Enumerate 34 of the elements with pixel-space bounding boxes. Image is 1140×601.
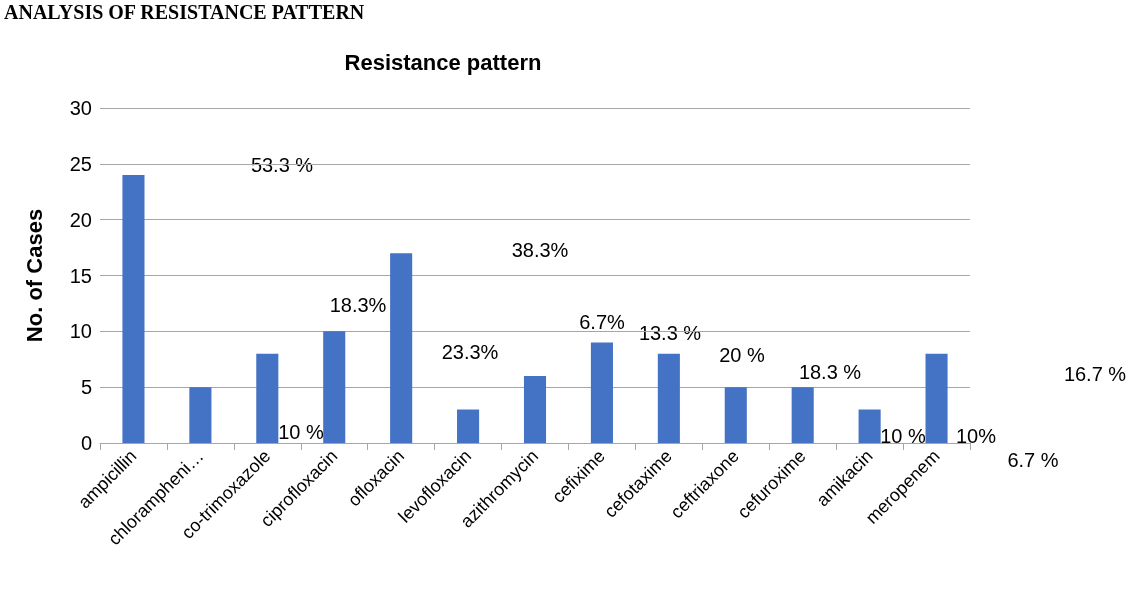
annotation: 6.7% xyxy=(579,311,626,333)
text: 16.7 % xyxy=(1063,363,1127,385)
bar xyxy=(256,353,279,443)
bar xyxy=(189,387,212,443)
y-tick-label: 25 xyxy=(69,152,92,175)
annotation: 20 % xyxy=(719,344,766,366)
bar xyxy=(724,387,747,443)
text: 6.7 % xyxy=(1007,449,1059,471)
bar xyxy=(791,387,814,443)
bar xyxy=(523,376,547,443)
bar xyxy=(925,353,948,443)
bar xyxy=(457,409,480,443)
y-tick-label: 30 xyxy=(69,97,92,119)
bar xyxy=(323,331,346,443)
bar xyxy=(590,342,613,443)
annotation: 10 % xyxy=(880,425,927,447)
bar xyxy=(858,409,881,443)
y-tick-label: 10 xyxy=(69,320,92,343)
bar xyxy=(390,253,413,443)
y-axis-title: No. of Cases xyxy=(21,208,47,343)
annotation: 23.3% xyxy=(441,341,499,363)
y-tick-label: 15 xyxy=(69,264,92,287)
annotation: 10% xyxy=(955,425,997,447)
annotation: 18.3% xyxy=(329,294,387,316)
y-tick-label: 5 xyxy=(80,376,92,399)
chart-title: Resistance pattern xyxy=(344,49,542,75)
annotation: 18.3 % xyxy=(798,361,862,383)
bar xyxy=(657,353,680,443)
bar xyxy=(122,175,145,443)
annotation: 38.3% xyxy=(511,239,569,261)
y-tick-label: 0 xyxy=(80,432,92,454)
y-tick-label: 20 xyxy=(69,208,92,231)
text: ANALYSIS OF RESISTANCE PATTERN xyxy=(4,1,365,23)
annotation: 10 % xyxy=(278,421,325,443)
